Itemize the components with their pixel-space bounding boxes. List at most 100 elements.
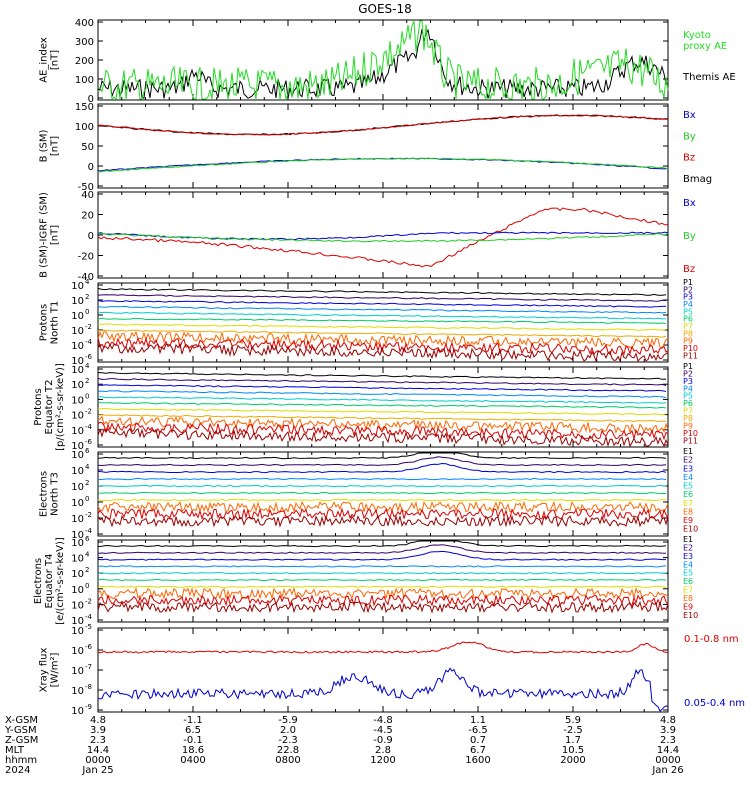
y-tick-exponent: 4 xyxy=(85,463,90,471)
ephemeris-footer: X-GSMY-GSMZ-GSMMLThhmm20244.83.92.314.40… xyxy=(4,715,684,776)
legend-entry: E10 xyxy=(683,525,698,534)
legend-entry: P2 xyxy=(683,285,693,294)
footer-value: 0000 xyxy=(85,755,110,766)
legend-entry: P10 xyxy=(683,429,698,438)
footer-value: Jan 26 xyxy=(651,765,683,776)
y-tick-label: 10 xyxy=(71,600,84,611)
y-axis-label: Xray flux [W/m²] xyxy=(39,648,61,693)
y-tick-label: 10 xyxy=(71,466,84,477)
y-tick-label: 50 xyxy=(81,142,94,153)
footer-value: 1.1 xyxy=(470,715,486,726)
legend-entry: P10 xyxy=(683,344,698,353)
y-tick-label: 10 xyxy=(71,569,84,580)
series-line xyxy=(97,330,669,349)
y-axis-label-line: Xray flux xyxy=(39,648,50,693)
legend-entry: E1 xyxy=(683,447,693,456)
series-line xyxy=(97,299,667,308)
y-tick-exponent: -6 xyxy=(85,643,93,651)
y-tick-label: 10 xyxy=(71,380,84,391)
legend-entry: P9 xyxy=(683,337,693,346)
y-tick-label: -20 xyxy=(78,252,94,263)
y-tick-exponent: -4 xyxy=(85,613,93,621)
y-tick-label: 10 xyxy=(71,426,84,437)
footer-value: -2.3 xyxy=(278,735,298,746)
series-line xyxy=(97,572,667,575)
y-tick-exponent: -4 xyxy=(85,338,93,346)
legend-entry: 0.05-0.4 nm xyxy=(684,698,745,709)
y-tick-label: 10 xyxy=(71,441,84,452)
series-line xyxy=(97,585,667,588)
series-line xyxy=(97,667,669,712)
series-line xyxy=(97,377,667,386)
legend-entry: Kyoto xyxy=(683,30,711,41)
series-line xyxy=(97,452,667,460)
footer-value: 2.8 xyxy=(375,745,391,756)
y-tick-label: 10 xyxy=(71,514,84,525)
footer-value: 18.6 xyxy=(182,745,204,756)
footer-row-label: 2024 xyxy=(5,765,30,776)
legend-entry: P9 xyxy=(683,421,693,430)
y-tick-label: 10 xyxy=(71,311,84,322)
y-axis-label-line: [nT] xyxy=(50,50,61,70)
series-line xyxy=(97,305,667,314)
legend-entry: P2 xyxy=(683,369,693,378)
series-line xyxy=(97,600,669,614)
y-tick-label: 10 xyxy=(71,281,84,292)
panel-bsm: 150 100 50 0 -50 B (SM) [nT] Bx By Bz Bmag xyxy=(39,102,713,193)
y-tick-label: 100 xyxy=(75,122,94,133)
y-axis-label: Protons North T1 xyxy=(39,301,61,345)
legend-entry: P8 xyxy=(683,329,693,338)
y-tick-exponent: -7 xyxy=(85,663,92,671)
panel-bigrf: 40 20 0 -20 -40 B (SM)-IGRF (SM) [nT] Bx By Bz xyxy=(39,190,696,283)
y-tick-label: 10 xyxy=(71,411,84,422)
y-axis-label-line: North T3 xyxy=(50,472,61,516)
legend-entry: E6 xyxy=(683,490,693,499)
y-tick-exponent: 2 xyxy=(85,377,89,385)
series-line xyxy=(97,540,667,548)
y-axis-label-line: [W/m²] xyxy=(50,652,61,687)
y-axis-label-line: Protons xyxy=(39,304,50,341)
footer-value: 14.4 xyxy=(87,745,109,756)
footer-value: 2.3 xyxy=(660,735,676,746)
footer-value: 3.9 xyxy=(90,725,106,736)
y-axis-label-line: [p/(cm²-s-sr-keV)] xyxy=(55,363,66,451)
y-tick-label: 400 xyxy=(75,18,94,29)
footer-row-label: hhmm xyxy=(5,755,37,766)
legend-entry: P1 xyxy=(683,278,693,287)
legend-entry: Bmag xyxy=(683,174,712,185)
y-tick-label: 0 xyxy=(88,162,94,173)
y-tick-exponent: 0 xyxy=(85,392,89,400)
y-axis-label: B (SM)-IGRF (SM) [nT] xyxy=(39,192,61,278)
series-line xyxy=(97,390,667,398)
footer-value: 3.9 xyxy=(660,725,676,736)
legend-entry: E4 xyxy=(683,473,693,482)
series-line xyxy=(97,427,669,448)
series-line xyxy=(97,407,667,416)
series-line xyxy=(97,550,666,561)
legend-entry: E7 xyxy=(683,586,693,595)
y-tick-label: 10 xyxy=(71,538,84,549)
y-tick-label: 10 xyxy=(71,554,84,565)
legend-entry: E2 xyxy=(683,543,693,552)
footer-value: -4.8 xyxy=(373,715,393,726)
y-tick-exponent: 2 xyxy=(85,566,89,574)
legend-entry: E9 xyxy=(683,516,693,525)
series-line xyxy=(97,514,669,528)
legend-entry: P1 xyxy=(683,362,693,371)
legend-entry: P6 xyxy=(683,315,693,324)
y-tick-label: 10 xyxy=(71,365,84,376)
footer-value: -0.9 xyxy=(373,735,393,746)
series-line xyxy=(97,207,669,268)
legend-entry: E4 xyxy=(683,560,693,569)
y-tick-label: 10 xyxy=(71,395,84,406)
y-tick-exponent: -2 xyxy=(85,323,92,331)
y-tick-label: 200 xyxy=(75,56,94,67)
legend-entry: Bz xyxy=(683,153,695,164)
series-line xyxy=(98,477,667,481)
y-tick-label: 20 xyxy=(81,211,94,222)
y-tick-exponent: 4 xyxy=(85,551,90,559)
series-line xyxy=(97,414,667,423)
